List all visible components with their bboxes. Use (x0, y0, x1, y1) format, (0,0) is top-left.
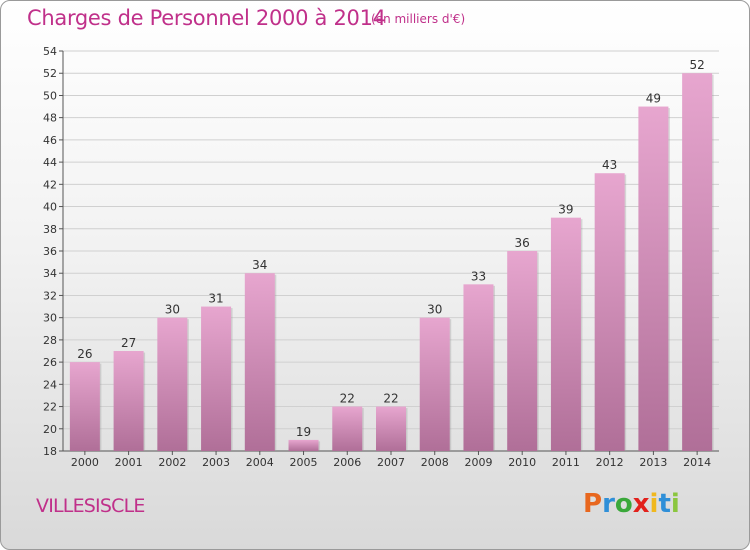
x-tick-label: 2001 (115, 456, 143, 469)
bar (201, 306, 232, 451)
y-tick-label: 46 (43, 134, 57, 147)
y-tick-label: 50 (43, 89, 57, 102)
bar (157, 317, 188, 451)
logo-letter: o (614, 489, 633, 519)
y-tick-label: 26 (43, 356, 57, 369)
bar (376, 406, 406, 451)
bar (113, 351, 144, 451)
x-tick-label: 2003 (202, 456, 230, 469)
y-tick-label: 32 (43, 289, 57, 302)
y-tick-label: 18 (43, 445, 57, 458)
bar (507, 251, 538, 451)
logo-letter: r (602, 489, 615, 519)
y-tick-label: 20 (43, 423, 57, 436)
bar (682, 73, 713, 451)
x-tick-label: 2000 (71, 456, 99, 469)
data-label: 31 (208, 292, 223, 306)
y-tick-label: 36 (43, 245, 57, 258)
bar (288, 439, 319, 451)
bar (419, 317, 450, 451)
x-tick-label: 2012 (596, 456, 624, 469)
logo-letter: t (658, 489, 671, 519)
data-label: 27 (121, 336, 136, 350)
y-tick-label: 28 (43, 334, 57, 347)
x-tick-label: 2002 (158, 456, 186, 469)
x-tick-label: 2004 (246, 456, 274, 469)
data-label: 26 (77, 347, 92, 361)
x-tick-label: 2013 (639, 456, 667, 469)
bar (550, 217, 581, 451)
logo-letter: i (649, 489, 659, 519)
data-label: 30 (427, 303, 442, 317)
logo-letter: x (632, 489, 650, 519)
data-label: 36 (515, 236, 530, 250)
data-label: 19 (296, 425, 311, 439)
data-label: 22 (340, 392, 355, 406)
data-label: 30 (165, 303, 180, 317)
data-label: 33 (471, 269, 486, 283)
value-labels: 26 27 30 31 34 19 22 22 30 33 36 39 43 49 52 (77, 58, 705, 439)
data-label: 34 (252, 258, 267, 272)
bar (69, 362, 100, 451)
data-label: 39 (558, 203, 573, 217)
y-tick-label: 34 (43, 267, 57, 280)
y-tick-label: 44 (43, 156, 57, 169)
data-label: 49 (646, 92, 661, 106)
data-label: 43 (602, 158, 617, 172)
y-tick-label: 42 (43, 178, 57, 191)
logo-letter: i (670, 489, 680, 519)
x-tick-label: 2014 (683, 456, 711, 469)
bar (463, 284, 494, 451)
chart-unit-note: (en milliers d'€) (371, 12, 466, 26)
chart-title: Charges de Personnel 2000 à 2014 (27, 6, 386, 30)
y-tick-label: 38 (43, 223, 57, 236)
data-label: 22 (383, 392, 398, 406)
bar (638, 106, 669, 452)
y-tick-label: 30 (43, 312, 57, 325)
proxiti-logo[interactable]: Proxiti (583, 489, 680, 519)
y-tick-label: 24 (43, 378, 57, 391)
y-tick-label: 22 (43, 401, 57, 414)
data-label: 52 (689, 58, 704, 72)
commune-name: VILLESISCLE (36, 495, 145, 517)
bar (332, 406, 363, 451)
logo-letter: P (583, 489, 603, 519)
y-tick-label: 54 (43, 45, 57, 58)
y-tick-label: 52 (43, 67, 57, 80)
bar (244, 273, 275, 451)
bars (69, 73, 714, 452)
x-tick-label: 2011 (552, 456, 580, 469)
x-tick-label: 2006 (333, 456, 361, 469)
x-tick-label: 2009 (464, 456, 492, 469)
x-tick-label: 2007 (377, 456, 405, 469)
x-tick-label: 2010 (508, 456, 536, 469)
y-tick-label: 48 (43, 112, 57, 125)
x-tick-label: 2008 (421, 456, 449, 469)
bar (594, 173, 625, 451)
axes: 18 20 22 24 26 28 30 32 34 36 38 40 42 44 46 48 50 52 54 20… (43, 45, 719, 469)
y-tick-label: 40 (43, 201, 57, 214)
x-tick-label: 2005 (290, 456, 318, 469)
